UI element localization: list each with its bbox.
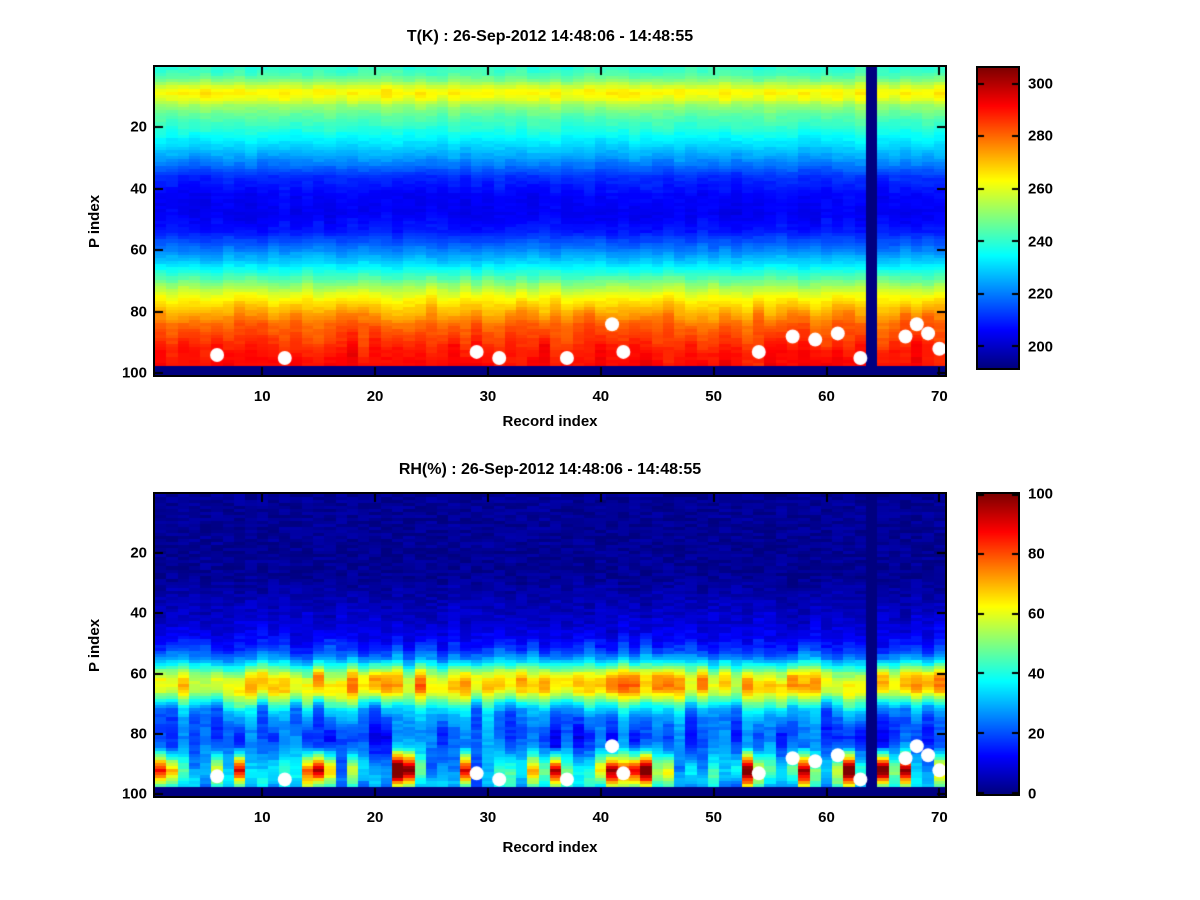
temperature-y-axis-label: P index (86, 194, 104, 249)
y-tick-label: 100 (121, 364, 147, 382)
y-tick-label: 80 (130, 725, 147, 743)
colorbar-tick-label: 220 (1028, 285, 1054, 303)
colorbar-tick-label: 300 (1028, 75, 1054, 93)
colorbar-tick-label: 200 (1028, 338, 1054, 356)
x-tick-label: 50 (705, 809, 722, 826)
colorbar-tick-label: 240 (1028, 233, 1054, 251)
y-tick-label: 20 (130, 118, 147, 136)
humidity-heatmap (153, 492, 947, 798)
x-tick-label: 10 (253, 809, 271, 826)
temperature-colorbar (976, 66, 1020, 370)
x-tick-label: 50 (705, 388, 722, 405)
x-tick-label: 30 (479, 388, 497, 405)
temperature-x-axis-label: Record index (502, 413, 598, 430)
humidity-x-axis-label: Record index (502, 839, 598, 856)
temperature-chart-title: T(K) : 26-Sep-2012 14:48:06 - 14:48:55 (406, 28, 694, 45)
y-tick-label: 100 (121, 785, 147, 803)
x-tick-label: 70 (931, 388, 948, 405)
x-tick-label: 40 (592, 809, 610, 826)
colorbar-tick-label: 100 (1028, 485, 1054, 503)
colorbar-tick-label: 280 (1028, 127, 1054, 145)
x-tick-label: 60 (818, 809, 835, 826)
y-tick-label: 60 (130, 241, 147, 259)
y-tick-label: 60 (130, 665, 147, 683)
colorbar-tick-label: 0 (1028, 785, 1037, 803)
x-tick-label: 10 (253, 388, 271, 405)
y-tick-label: 20 (130, 544, 147, 562)
humidity-chart-title: RH(%) : 26-Sep-2012 14:48:06 - 14:48:55 (398, 461, 702, 478)
x-tick-label: 30 (479, 809, 497, 826)
humidity-y-axis-label: P index (86, 618, 104, 673)
y-tick-label: 40 (130, 604, 147, 622)
x-tick-label: 20 (366, 809, 384, 826)
colorbar-tick-label: 20 (1028, 725, 1045, 743)
colorbar-tick-label: 60 (1028, 605, 1045, 623)
humidity-colorbar (976, 492, 1020, 796)
y-tick-label: 40 (130, 180, 147, 198)
x-tick-label: 20 (366, 388, 384, 405)
x-tick-label: 40 (592, 388, 610, 405)
temperature-heatmap (153, 65, 947, 377)
colorbar-tick-label: 80 (1028, 545, 1045, 563)
colorbar-tick-label: 40 (1028, 665, 1045, 683)
x-tick-label: 60 (818, 388, 835, 405)
x-tick-label: 70 (931, 809, 948, 826)
y-tick-label: 80 (130, 303, 147, 321)
colorbar-tick-label: 260 (1028, 180, 1054, 198)
